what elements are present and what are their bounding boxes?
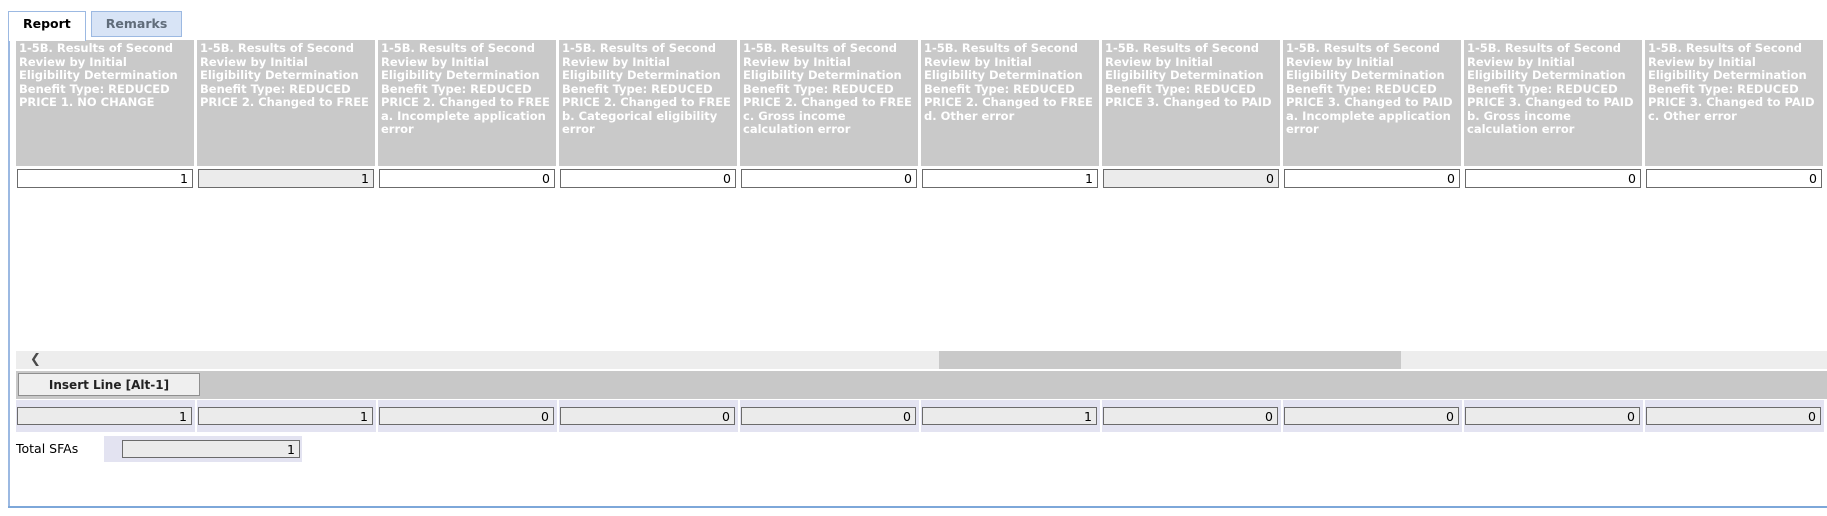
total-input-6 — [922, 407, 1097, 425]
scroll-left-icon[interactable]: ❮ — [30, 352, 41, 367]
total-input-4 — [560, 407, 735, 425]
total-input-2 — [198, 407, 373, 425]
tab-remarks[interactable]: Remarks — [90, 11, 183, 37]
column-header-1: 1-5B. Results of Second Review by Initia… — [16, 40, 194, 166]
totals-cell-5 — [740, 400, 919, 432]
totals-cell-7 — [1102, 400, 1281, 432]
total-sfas-label: Total SFAs — [16, 441, 79, 456]
totals-cell-10 — [1645, 400, 1824, 432]
cell-input-paid-incomplete-application[interactable] — [1284, 169, 1460, 188]
total-input-3 — [379, 407, 554, 425]
total-sfas-cell — [104, 436, 302, 462]
report-table-header: 1-5B. Results of Second Review by Initia… — [16, 40, 1823, 166]
cell-input-free-gross-income[interactable] — [741, 169, 917, 188]
cell-input-free-categorical-eligibility[interactable] — [560, 169, 736, 188]
total-input-1 — [17, 407, 192, 425]
total-input-10 — [1646, 407, 1821, 425]
totals-cell-3 — [378, 400, 557, 432]
insert-line-button[interactable]: Insert Line [Alt-1] — [18, 373, 200, 396]
report-data-row — [16, 169, 1823, 188]
column-header-5: 1-5B. Results of Second Review by Initia… — [740, 40, 918, 166]
totals-row — [16, 400, 1824, 432]
cell-input-no-change[interactable] — [17, 169, 193, 188]
totals-cell-8 — [1283, 400, 1462, 432]
total-input-8 — [1284, 407, 1459, 425]
column-header-8: 1-5B. Results of Second Review by Initia… — [1283, 40, 1461, 166]
totals-cell-4 — [559, 400, 738, 432]
tab-strip: Report Remarks — [8, 11, 183, 41]
scrollbar-thumb[interactable] — [939, 351, 1401, 369]
column-header-10: 1-5B. Results of Second Review by Initia… — [1645, 40, 1823, 166]
total-input-7 — [1103, 407, 1278, 425]
total-input-9 — [1465, 407, 1640, 425]
cell-input-paid-other-error[interactable] — [1646, 169, 1822, 188]
totals-cell-6 — [921, 400, 1100, 432]
insert-line-band: Insert Line [Alt-1] — [16, 371, 1827, 399]
totals-cell-9 — [1464, 400, 1643, 432]
column-header-3: 1-5B. Results of Second Review by Initia… — [378, 40, 556, 166]
column-header-9: 1-5B. Results of Second Review by Initia… — [1464, 40, 1642, 166]
column-header-4: 1-5B. Results of Second Review by Initia… — [559, 40, 737, 166]
cell-input-free-other-error[interactable] — [922, 169, 1098, 188]
cell-input-paid-gross-income[interactable] — [1465, 169, 1641, 188]
tab-report[interactable]: Report — [8, 11, 86, 41]
panel-border-left — [8, 36, 10, 508]
horizontal-scrollbar[interactable]: ❮ — [16, 351, 1827, 369]
column-header-2: 1-5B. Results of Second Review by Initia… — [197, 40, 375, 166]
column-header-6: 1-5B. Results of Second Review by Initia… — [921, 40, 1099, 166]
total-sfas-input — [122, 440, 300, 458]
column-header-7: 1-5B. Results of Second Review by Initia… — [1102, 40, 1280, 166]
totals-cell-1 — [16, 400, 195, 432]
cell-input-free-incomplete-application[interactable] — [379, 169, 555, 188]
total-input-5 — [741, 407, 916, 425]
cell-input-changed-to-free — [198, 169, 374, 188]
cell-input-changed-to-paid — [1103, 169, 1279, 188]
panel-border-bottom — [8, 506, 1827, 508]
totals-cell-2 — [197, 400, 376, 432]
